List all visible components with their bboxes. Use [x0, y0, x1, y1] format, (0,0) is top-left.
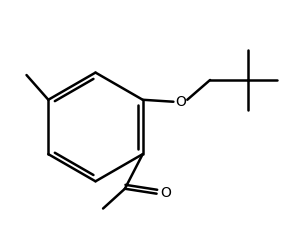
Text: O: O — [160, 186, 171, 200]
Text: O: O — [175, 95, 186, 109]
